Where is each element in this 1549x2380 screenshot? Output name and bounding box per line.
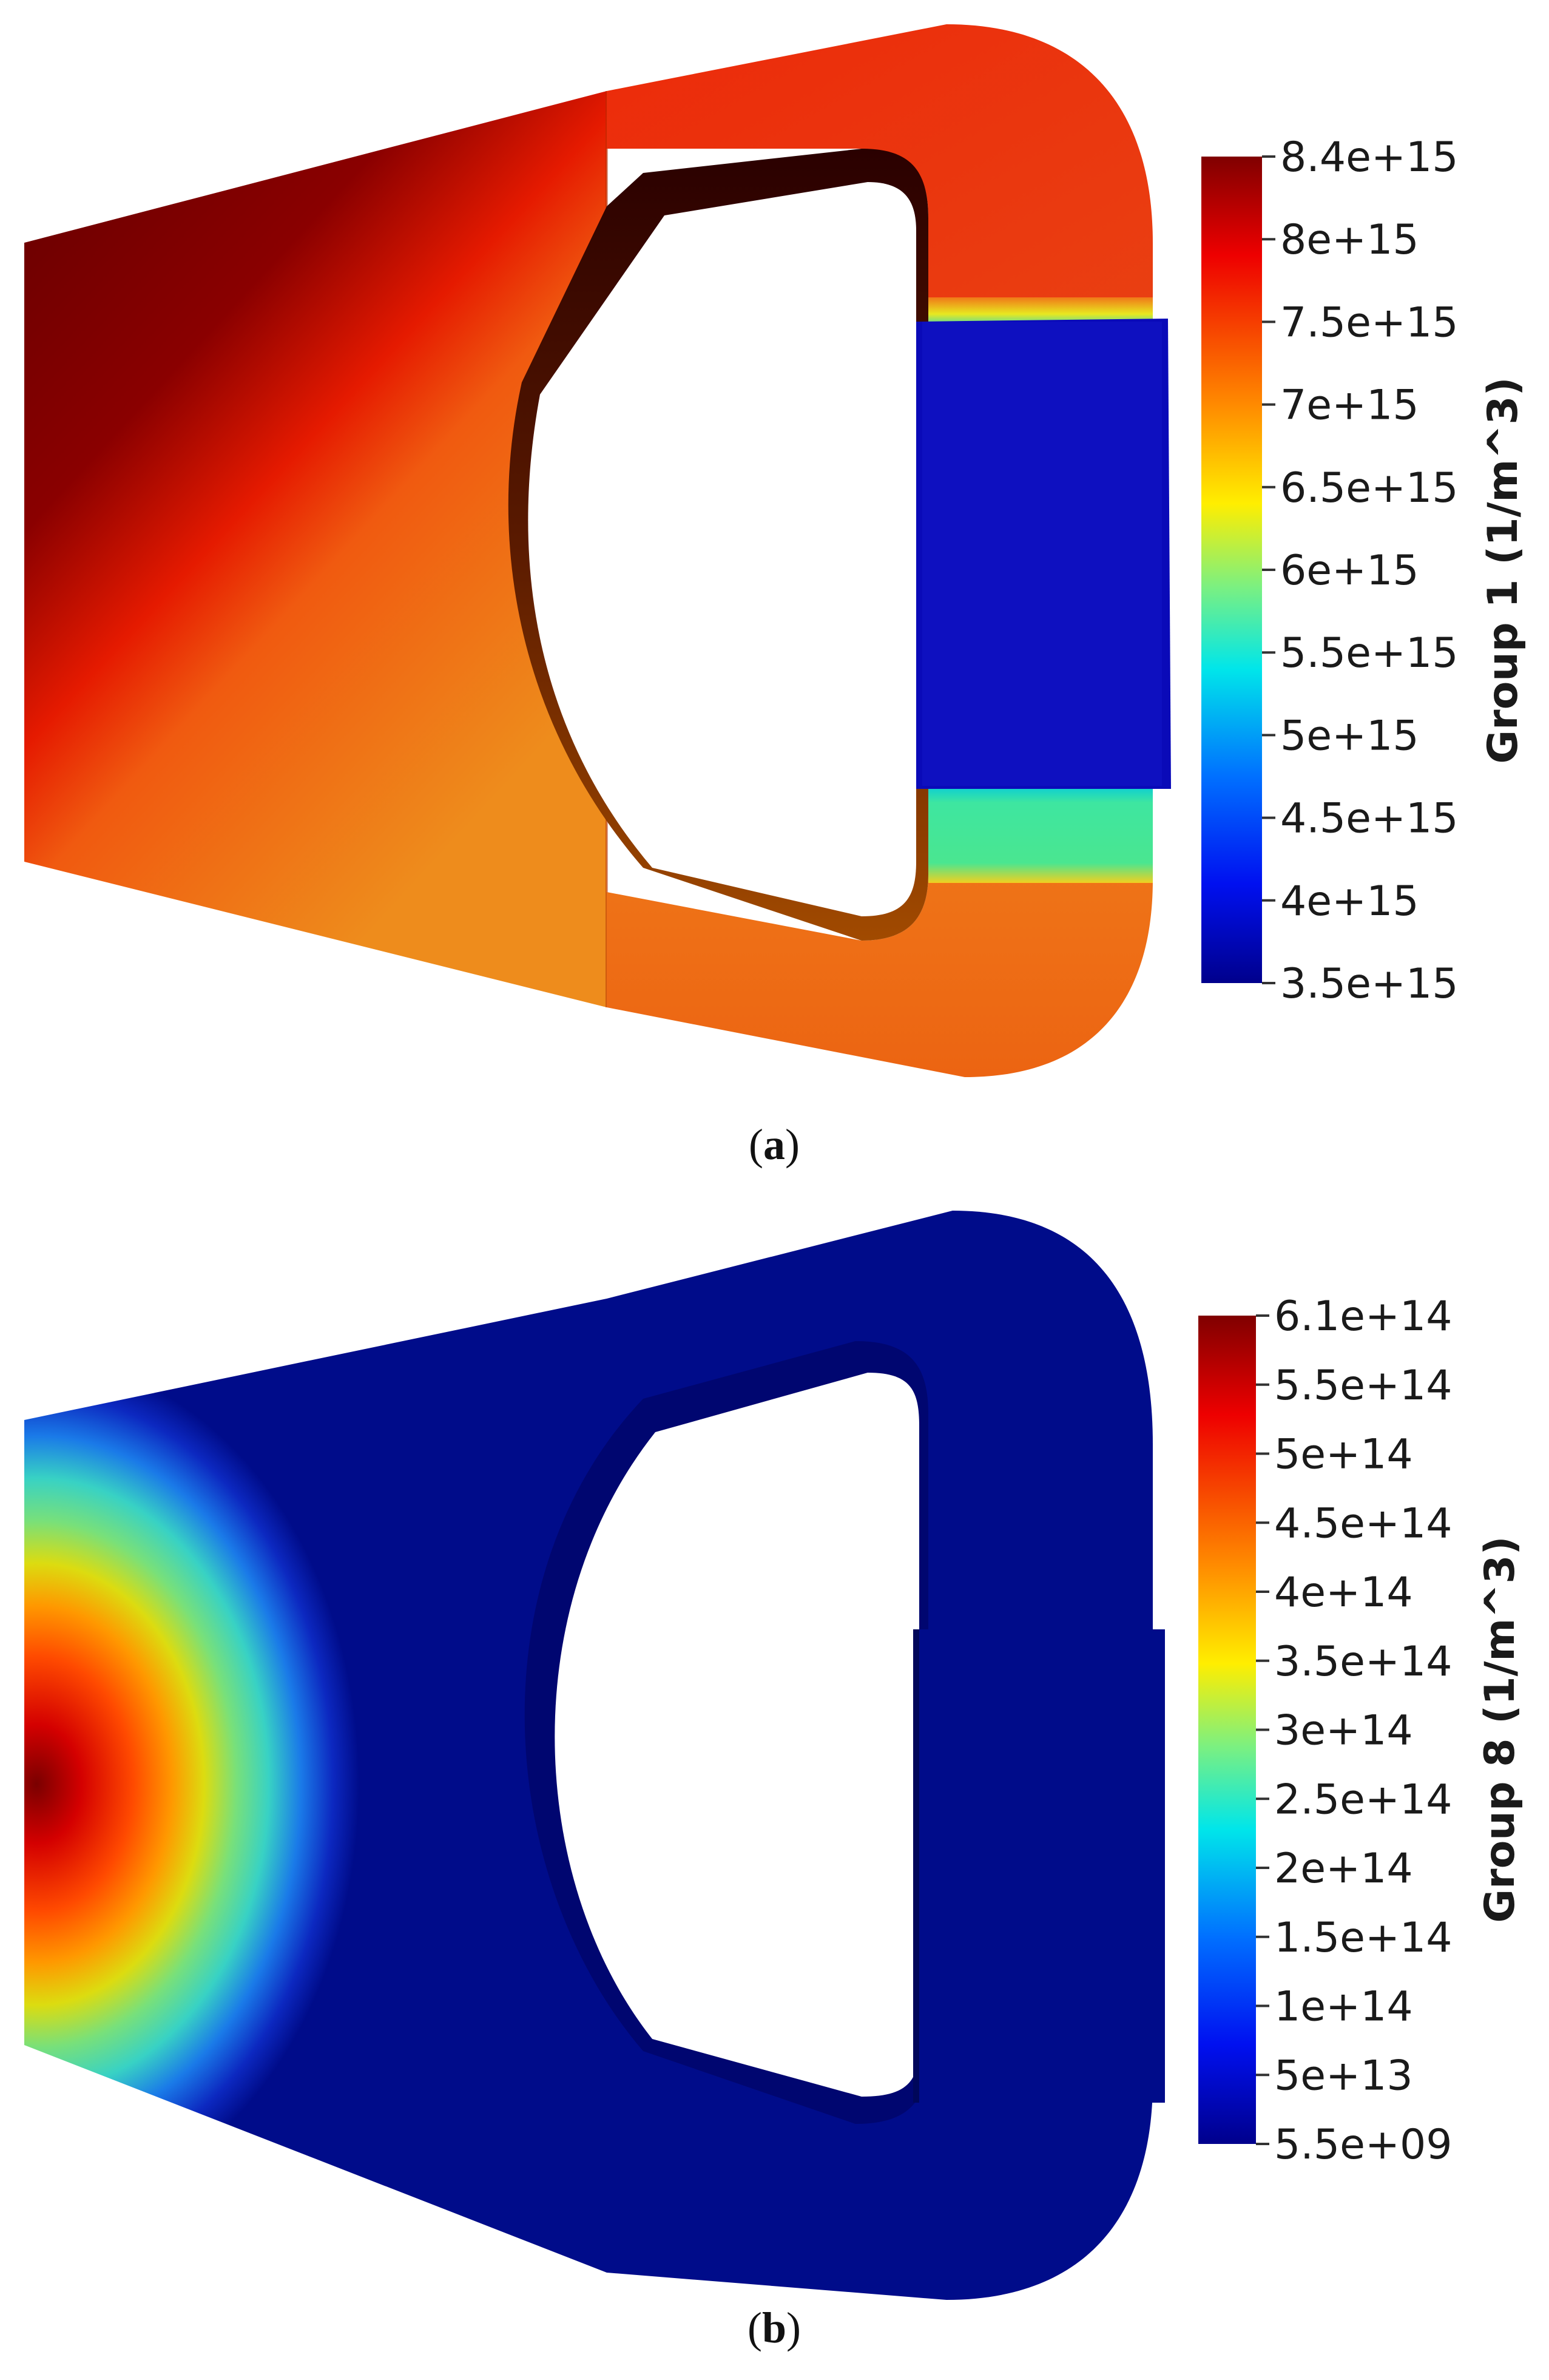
- panel-a: [24, 24, 1171, 1077]
- geometry-loop-a: [607, 24, 1153, 328]
- colorbar-tick-label: 3e+14: [1274, 1707, 1413, 1755]
- colorbar-tick-label: 1.5e+14: [1274, 1914, 1452, 1962]
- colorbar-tick-label: 5e+13: [1274, 2052, 1413, 2100]
- colorbar-tick-label: 7e+15: [1280, 382, 1419, 430]
- colorbar-tick-label: 5.5e+14: [1274, 1362, 1452, 1410]
- colorbar-tick-label: 4.5e+15: [1280, 795, 1458, 843]
- colorbar-tick-label: 4e+15: [1280, 877, 1419, 925]
- colorbar-tick-label: 2e+14: [1274, 1845, 1413, 1893]
- colorbar-b-gradient: [1198, 1316, 1256, 2144]
- colorbar-b-title: Group 8 (1/m^3): [1476, 1536, 1524, 1922]
- colorbar-b: 6.1e+14 5.5e+14 5e+14 4.5e+14 4e+14 3.5e+14 3e…: [1198, 1293, 1524, 2169]
- colorbar-tick-label: 5.5e+15: [1280, 629, 1458, 677]
- colorbar-tick-label: 5.5e+09: [1274, 2121, 1452, 2169]
- colorbar-tick-label: 8.4e+15: [1280, 134, 1458, 181]
- colorbar-a-title: Group 1 (1/m^3): [1479, 377, 1527, 763]
- colorbar-tick-label: 6.1e+14: [1274, 1293, 1452, 1340]
- colorbar-tick-label: 2.5e+14: [1274, 1776, 1452, 1824]
- panel-b: [24, 1211, 1165, 2300]
- colorbar-tick-label: 5e+14: [1274, 1431, 1413, 1479]
- colorbar-tick-label: 6e+15: [1280, 547, 1419, 595]
- colorbar-tick-label: 7.5e+15: [1280, 299, 1458, 347]
- colorbar-a-gradient: [1201, 157, 1262, 983]
- geometry-tube-b: [913, 1629, 1165, 2103]
- colorbar-tick-label: 1e+14: [1274, 1983, 1413, 2031]
- colorbar-tick-label: 4e+14: [1274, 1569, 1413, 1617]
- colorbar-tick-label: 3.5e+14: [1274, 1638, 1452, 1686]
- colorbar-tick-label: 6.5e+15: [1280, 464, 1458, 512]
- colorbar-tick-label: 3.5e+15: [1280, 960, 1458, 1008]
- colorbar-tick-label: 5e+15: [1280, 712, 1419, 760]
- colorbar-tick-label: 4.5e+14: [1274, 1499, 1452, 1547]
- caption-a: (a): [749, 1120, 800, 1169]
- colorbar-a: 8.4e+15 8e+15 7.5e+15 7e+15 6.5e+15 6e+15 5.5e…: [1201, 134, 1527, 1008]
- colorbar-b-ticks: 6.1e+14 5.5e+14 5e+14 4.5e+14 4e+14 3.5e+14 3e…: [1256, 1293, 1452, 2169]
- colorbar-a-ticks: 8.4e+15 8e+15 7.5e+15 7e+15 6.5e+15 6e+15 5.5e…: [1262, 134, 1458, 1008]
- geometry-body-a: [24, 91, 607, 1007]
- geometry-body-b: [24, 1299, 607, 2273]
- colorbar-tick-label: 8e+15: [1280, 216, 1419, 264]
- caption-b: (b): [748, 2304, 801, 2352]
